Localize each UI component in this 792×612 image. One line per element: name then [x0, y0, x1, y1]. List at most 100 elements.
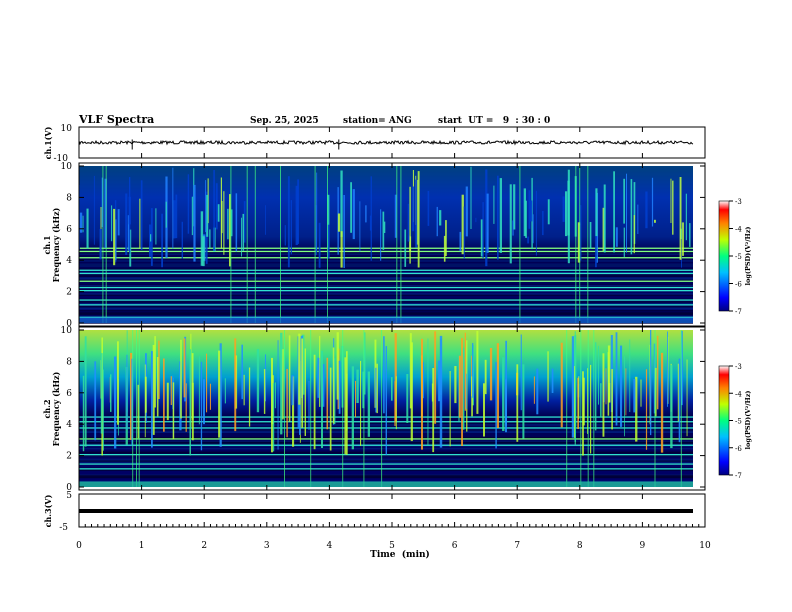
- spectrogram-burst: [417, 171, 420, 268]
- spectrogram-burst: [416, 179, 419, 245]
- spectrogram-spike: [314, 166, 316, 323]
- spectrogram-burst: [316, 172, 318, 251]
- spectrogram-burst: [79, 184, 80, 250]
- spectrogram-burst: [304, 348, 306, 436]
- spectrogram-burst: [297, 179, 299, 244]
- spectrogram-burst: [229, 194, 231, 267]
- ch2-spectrogram-ytick-label: 10: [61, 326, 73, 336]
- spectrogram-burst: [287, 176, 290, 268]
- ch1-spectrogram-ylabel-line2: Frequency (kHz): [51, 207, 61, 282]
- spectrogram-burst: [415, 179, 418, 248]
- spectrogram-burst: [495, 362, 497, 449]
- spectrogram-burst: [82, 375, 85, 452]
- spectrogram-burst: [657, 335, 659, 410]
- spectrogram-band: [79, 474, 693, 477]
- spectrogram-burst: [206, 353, 208, 413]
- spectrogram-burst: [645, 369, 648, 450]
- spectrogram-burst: [191, 353, 194, 420]
- spectrogram-burst: [595, 188, 598, 237]
- spectrogram-spike: [575, 166, 577, 323]
- spectrogram-spike: [579, 166, 581, 323]
- spectrogram-band: [79, 458, 693, 461]
- ch3-ytick-top: 5: [66, 491, 72, 501]
- spectrogram-burst: [530, 200, 533, 222]
- ch3-waveform-trace: [79, 509, 693, 513]
- spectrogram-burst: [660, 352, 664, 453]
- spectrogram-burst: [525, 200, 527, 238]
- spectrogram-burst: [265, 354, 266, 402]
- spectrogram-burst: [150, 234, 152, 242]
- spectrogram-burst: [274, 382, 276, 409]
- x-tick-label: 9: [640, 541, 646, 551]
- spectrogram-band: [79, 308, 693, 310]
- ch2-spectrogram-ytick-label: 6: [66, 389, 72, 399]
- spectrogram-burst: [292, 376, 295, 447]
- spectrogram-spike: [132, 330, 134, 487]
- spectrogram-burst: [394, 333, 397, 422]
- colorbar-1-tick-label: -5: [735, 253, 742, 261]
- spectrogram-burst: [317, 357, 320, 398]
- spectrogram-spike: [580, 330, 582, 487]
- spectrogram-burst: [129, 177, 131, 254]
- spectrogram-spike: [105, 166, 107, 323]
- spectrogram-burst: [286, 368, 288, 438]
- spectrogram-burst: [623, 178, 625, 224]
- spectrogram-burst: [117, 341, 119, 425]
- colorbar-1-tick-label: -7: [735, 308, 742, 316]
- colorbar-1-tick-label: -4: [735, 226, 742, 234]
- spectrogram-burst: [327, 224, 330, 259]
- spectrogram-burst: [352, 189, 355, 240]
- spectrogram-burst: [288, 335, 291, 422]
- spectrogram-burst: [489, 348, 493, 401]
- spectrogram-burst: [551, 368, 554, 393]
- spectrogram-burst: [542, 211, 544, 236]
- spectrogram-burst: [209, 383, 211, 410]
- spectrogram-burst: [409, 186, 411, 264]
- spectrogram-burst: [376, 363, 378, 414]
- spectrogram-spike: [327, 166, 328, 323]
- spectrogram-line: [79, 280, 693, 282]
- spectrogram-burst: [114, 356, 117, 449]
- spectrogram-burst: [181, 221, 183, 259]
- spectrogram-burst: [439, 210, 442, 226]
- spectrogram-burst: [685, 193, 687, 241]
- spectrogram-floor: [79, 317, 693, 323]
- ch3-waveform-panel: 5 -5 ch.3(V): [43, 491, 706, 533]
- spectrogram-burst: [480, 219, 483, 257]
- spectrogram-burst: [144, 376, 147, 413]
- spectrogram-burst: [218, 350, 221, 438]
- spectrogram-burst: [520, 334, 522, 411]
- spectrogram-burst: [505, 340, 507, 426]
- spectrogram-burst: [578, 376, 580, 419]
- spectrogram-burst: [272, 382, 275, 452]
- spectrogram-burst: [155, 208, 157, 245]
- spectrogram-line: [79, 269, 693, 271]
- spectrogram-burst: [626, 173, 627, 253]
- spectrogram-burst: [670, 365, 673, 449]
- spectrogram-burst: [333, 358, 336, 425]
- spectrogram-burst: [265, 205, 266, 235]
- spectrogram-band: [79, 268, 693, 271]
- spectrogram-burst: [101, 177, 103, 227]
- ch2-spectrogram-marks: [79, 330, 693, 487]
- spectrogram-spike: [396, 166, 398, 323]
- spectrogram-band: [79, 311, 693, 314]
- spectrogram-band: [79, 313, 693, 315]
- spectrogram-burst: [633, 215, 635, 254]
- spectrogram-burst: [565, 191, 568, 237]
- spectrogram-burst: [625, 368, 627, 416]
- spectrogram-band: [79, 455, 693, 457]
- spectrogram-line: [79, 247, 693, 249]
- spectrogram-burst: [672, 180, 674, 235]
- spectrogram-burst: [562, 196, 565, 222]
- spectrogram-burst: [443, 235, 446, 262]
- spectrogram-burst: [574, 331, 576, 445]
- spectrogram-burst: [567, 169, 570, 264]
- spectrogram-burst: [126, 354, 128, 430]
- x-tick-label: 6: [452, 541, 458, 551]
- spectrogram-burst: [535, 190, 537, 256]
- spectrogram-spike: [680, 330, 682, 487]
- spectrogram-burst: [364, 332, 366, 395]
- spectrogram-burst: [172, 167, 174, 249]
- spectrogram-burst: [440, 338, 442, 395]
